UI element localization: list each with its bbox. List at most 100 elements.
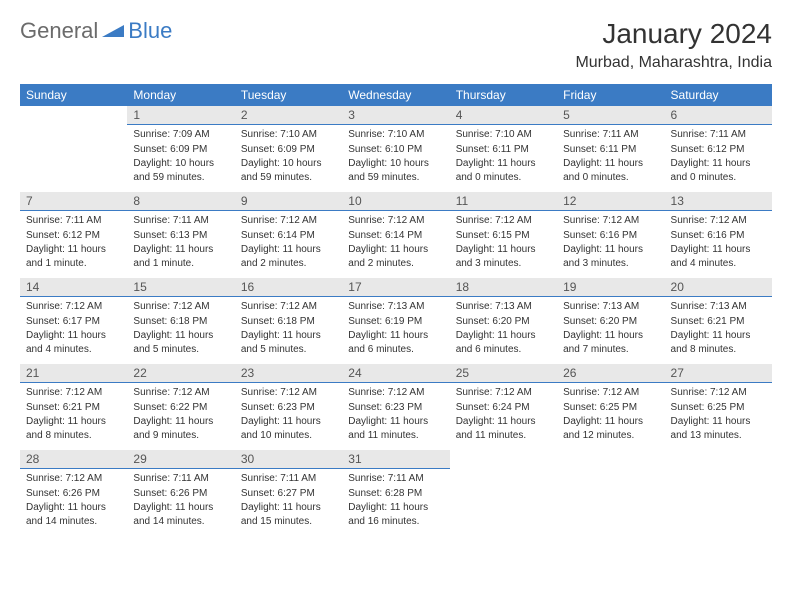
day-content: Sunrise: 7:12 AMSunset: 6:22 PMDaylight:… [127,383,234,445]
day-cell: 15Sunrise: 7:12 AMSunset: 6:18 PMDayligh… [127,278,234,364]
dow-header: Thursday [450,84,557,106]
sunrise-line: Sunrise: 7:11 AM [671,128,766,142]
daylight-line: Daylight: 11 hours and 1 minute. [26,243,121,270]
header: General Blue January 2024 Murbad, Mahara… [20,18,772,72]
day-content: Sunrise: 7:11 AMSunset: 6:26 PMDaylight:… [127,469,234,531]
day-cell: 26Sunrise: 7:12 AMSunset: 6:25 PMDayligh… [557,364,664,450]
daylight-line: Daylight: 11 hours and 6 minutes. [348,329,443,356]
day-number: 24 [342,364,449,383]
day-number: 22 [127,364,234,383]
day-cell: 11Sunrise: 7:12 AMSunset: 6:15 PMDayligh… [450,192,557,278]
day-content: Sunrise: 7:09 AMSunset: 6:09 PMDaylight:… [127,125,234,187]
day-cell: 21Sunrise: 7:12 AMSunset: 6:21 PMDayligh… [20,364,127,450]
day-number: 8 [127,192,234,211]
day-cell: 2Sunrise: 7:10 AMSunset: 6:09 PMDaylight… [235,106,342,192]
day-content: Sunrise: 7:12 AMSunset: 6:21 PMDaylight:… [20,383,127,445]
day-content: Sunrise: 7:10 AMSunset: 6:11 PMDaylight:… [450,125,557,187]
day-number: 23 [235,364,342,383]
day-content: Sunrise: 7:12 AMSunset: 6:14 PMDaylight:… [342,211,449,273]
dow-header: Sunday [20,84,127,106]
sunset-line: Sunset: 6:16 PM [563,229,658,243]
empty-cell [20,106,127,192]
day-content: Sunrise: 7:13 AMSunset: 6:20 PMDaylight:… [557,297,664,359]
day-content: Sunrise: 7:12 AMSunset: 6:25 PMDaylight:… [557,383,664,445]
sunset-line: Sunset: 6:23 PM [241,401,336,415]
sunset-line: Sunset: 6:28 PM [348,487,443,501]
day-cell: 25Sunrise: 7:12 AMSunset: 6:24 PMDayligh… [450,364,557,450]
day-cell: 28Sunrise: 7:12 AMSunset: 6:26 PMDayligh… [20,450,127,536]
daylight-line: Daylight: 11 hours and 3 minutes. [563,243,658,270]
sunset-line: Sunset: 6:22 PM [133,401,228,415]
sunrise-line: Sunrise: 7:13 AM [456,300,551,314]
daylight-line: Daylight: 11 hours and 10 minutes. [241,415,336,442]
daylight-line: Daylight: 10 hours and 59 minutes. [348,157,443,184]
daylight-line: Daylight: 11 hours and 14 minutes. [26,501,121,528]
day-cell: 19Sunrise: 7:13 AMSunset: 6:20 PMDayligh… [557,278,664,364]
daylight-line: Daylight: 11 hours and 8 minutes. [671,329,766,356]
day-content: Sunrise: 7:11 AMSunset: 6:12 PMDaylight:… [20,211,127,273]
title-block: January 2024 Murbad, Maharashtra, India [575,18,772,72]
sunrise-line: Sunrise: 7:12 AM [563,386,658,400]
day-cell: 24Sunrise: 7:12 AMSunset: 6:23 PMDayligh… [342,364,449,450]
daylight-line: Daylight: 11 hours and 15 minutes. [241,501,336,528]
daylight-line: Daylight: 10 hours and 59 minutes. [133,157,228,184]
sunset-line: Sunset: 6:21 PM [671,315,766,329]
sunset-line: Sunset: 6:09 PM [241,143,336,157]
day-number: 18 [450,278,557,297]
day-content: Sunrise: 7:12 AMSunset: 6:23 PMDaylight:… [342,383,449,445]
dow-row: SundayMondayTuesdayWednesdayThursdayFrid… [20,84,772,106]
sunrise-line: Sunrise: 7:12 AM [456,214,551,228]
sunrise-line: Sunrise: 7:11 AM [348,472,443,486]
day-number: 9 [235,192,342,211]
logo-word2: Blue [128,18,172,44]
sunset-line: Sunset: 6:16 PM [671,229,766,243]
daylight-line: Daylight: 11 hours and 7 minutes. [563,329,658,356]
day-cell: 4Sunrise: 7:10 AMSunset: 6:11 PMDaylight… [450,106,557,192]
sunset-line: Sunset: 6:26 PM [26,487,121,501]
day-content: Sunrise: 7:11 AMSunset: 6:28 PMDaylight:… [342,469,449,531]
empty-cell [665,450,772,536]
day-number: 14 [20,278,127,297]
sunrise-line: Sunrise: 7:13 AM [348,300,443,314]
sunset-line: Sunset: 6:14 PM [241,229,336,243]
sunset-line: Sunset: 6:23 PM [348,401,443,415]
day-number: 31 [342,450,449,469]
day-cell: 30Sunrise: 7:11 AMSunset: 6:27 PMDayligh… [235,450,342,536]
day-content: Sunrise: 7:12 AMSunset: 6:16 PMDaylight:… [557,211,664,273]
daylight-line: Daylight: 11 hours and 1 minute. [133,243,228,270]
day-number: 21 [20,364,127,383]
dow-header: Friday [557,84,664,106]
sunrise-line: Sunrise: 7:09 AM [133,128,228,142]
sunset-line: Sunset: 6:17 PM [26,315,121,329]
day-content: Sunrise: 7:12 AMSunset: 6:18 PMDaylight:… [235,297,342,359]
day-content: Sunrise: 7:12 AMSunset: 6:16 PMDaylight:… [665,211,772,273]
sunset-line: Sunset: 6:10 PM [348,143,443,157]
daylight-line: Daylight: 10 hours and 59 minutes. [241,157,336,184]
daylight-line: Daylight: 11 hours and 11 minutes. [348,415,443,442]
sunset-line: Sunset: 6:21 PM [26,401,121,415]
day-content: Sunrise: 7:11 AMSunset: 6:11 PMDaylight:… [557,125,664,187]
day-number: 12 [557,192,664,211]
empty-cell [450,450,557,536]
day-number: 5 [557,106,664,125]
sunset-line: Sunset: 6:20 PM [456,315,551,329]
day-cell: 5Sunrise: 7:11 AMSunset: 6:11 PMDaylight… [557,106,664,192]
sunrise-line: Sunrise: 7:12 AM [671,214,766,228]
daylight-line: Daylight: 11 hours and 2 minutes. [241,243,336,270]
day-content: Sunrise: 7:12 AMSunset: 6:17 PMDaylight:… [20,297,127,359]
calendar-table: SundayMondayTuesdayWednesdayThursdayFrid… [20,84,772,536]
sunset-line: Sunset: 6:25 PM [671,401,766,415]
day-cell: 16Sunrise: 7:12 AMSunset: 6:18 PMDayligh… [235,278,342,364]
day-cell: 31Sunrise: 7:11 AMSunset: 6:28 PMDayligh… [342,450,449,536]
sunset-line: Sunset: 6:14 PM [348,229,443,243]
sunrise-line: Sunrise: 7:12 AM [26,472,121,486]
daylight-line: Daylight: 11 hours and 5 minutes. [241,329,336,356]
day-cell: 3Sunrise: 7:10 AMSunset: 6:10 PMDaylight… [342,106,449,192]
dow-header: Monday [127,84,234,106]
day-cell: 14Sunrise: 7:12 AMSunset: 6:17 PMDayligh… [20,278,127,364]
daylight-line: Daylight: 11 hours and 4 minutes. [26,329,121,356]
day-cell: 23Sunrise: 7:12 AMSunset: 6:23 PMDayligh… [235,364,342,450]
day-cell: 9Sunrise: 7:12 AMSunset: 6:14 PMDaylight… [235,192,342,278]
day-cell: 7Sunrise: 7:11 AMSunset: 6:12 PMDaylight… [20,192,127,278]
day-content: Sunrise: 7:12 AMSunset: 6:26 PMDaylight:… [20,469,127,531]
